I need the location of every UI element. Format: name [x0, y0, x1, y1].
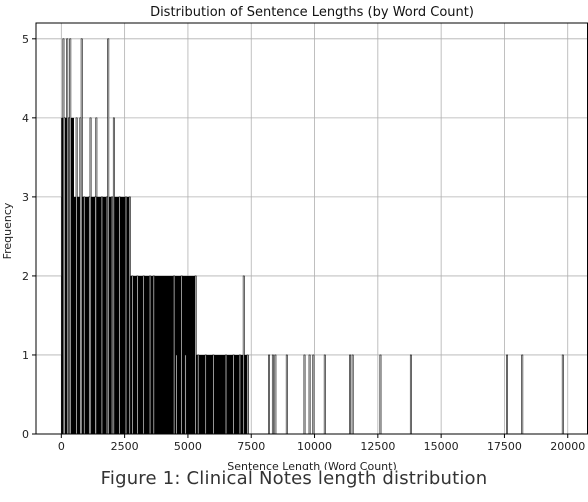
histogram-bar — [112, 117, 115, 435]
x-tick-label: 17500 — [487, 440, 522, 453]
x-tick-label: 15000 — [424, 440, 459, 453]
histogram-bar — [173, 275, 176, 435]
y-tick-label: 0 — [22, 428, 29, 441]
histogram-bar — [506, 354, 508, 435]
histogram-bar — [351, 354, 354, 435]
histogram-bar — [75, 117, 78, 435]
x-tick-label: 7500 — [237, 440, 265, 453]
histogram-bar — [312, 354, 315, 435]
histogram-bars — [62, 38, 564, 435]
y-tick-label: 2 — [22, 270, 29, 283]
histogram-bar — [274, 354, 277, 435]
histogram-bar — [379, 354, 382, 435]
histogram-bar — [94, 196, 97, 435]
histogram-bar — [271, 354, 274, 435]
y-axis-ticks: 0 1 2 3 4 5 — [22, 33, 36, 441]
y-tick-label: 3 — [22, 191, 29, 204]
histogram-bar — [149, 275, 151, 435]
histogram-bar — [79, 117, 82, 435]
histogram-bar — [409, 354, 412, 435]
histogram-bar — [106, 196, 108, 435]
histogram-bar — [125, 196, 127, 435]
histogram-bar — [128, 196, 131, 435]
histogram-chart: Distribution of Sentence Lengths (by Wor… — [1, 5, 588, 470]
histogram-bar — [242, 275, 245, 435]
chart-title: Distribution of Sentence Lengths (by Wor… — [150, 5, 474, 20]
histogram-bar — [101, 196, 103, 435]
histogram-bar — [175, 354, 178, 435]
histogram-bar — [212, 354, 215, 435]
histogram-bar — [131, 275, 134, 435]
histogram-bar — [303, 354, 306, 435]
histogram-bar — [152, 275, 155, 435]
x-tick-label: 5000 — [174, 440, 202, 453]
x-axis-label: Sentence Length (Word Count) — [227, 460, 397, 470]
histogram-bar — [246, 354, 249, 435]
x-tick-label: 20000 — [550, 440, 585, 453]
histogram-bar — [194, 275, 197, 435]
x-axis-ticks: 0 2500 5000 7500 10000 12500 15000 17500 20000 — [58, 434, 585, 453]
histogram-bar — [561, 354, 564, 435]
histogram-bar — [239, 354, 241, 435]
histogram-bar — [88, 196, 91, 435]
y-tick-label: 4 — [22, 112, 29, 125]
histogram-bar — [111, 196, 113, 435]
histogram-bar — [323, 354, 326, 435]
histogram-bar — [180, 275, 183, 435]
histogram-bar — [197, 354, 200, 435]
histogram-bar — [136, 275, 139, 435]
x-tick-label: 12500 — [360, 440, 395, 453]
y-tick-label: 1 — [22, 349, 29, 362]
x-tick-label: 10000 — [297, 440, 332, 453]
histogram-bar — [204, 354, 207, 435]
histogram-bar — [68, 117, 70, 435]
y-axis-label: Frequency — [1, 202, 14, 259]
histogram-bar — [232, 354, 235, 435]
histogram-bar — [118, 196, 121, 435]
histogram-bar — [268, 354, 270, 435]
histogram-bar — [184, 354, 187, 435]
y-tick-label: 5 — [22, 33, 29, 46]
histogram-bar — [66, 38, 69, 435]
histogram-bar — [142, 275, 145, 435]
figure-caption: Figure 1: Clinical Notes length distribu… — [100, 468, 488, 489]
x-tick-label: 2500 — [111, 440, 139, 453]
x-tick-label: 0 — [58, 440, 65, 453]
histogram-bar — [225, 354, 227, 435]
histogram-bar — [349, 354, 351, 435]
histogram-bar — [521, 354, 524, 435]
histogram-bar — [285, 354, 288, 435]
histogram-bar — [63, 117, 66, 435]
histogram-bar — [83, 196, 86, 435]
histogram-bar — [308, 354, 311, 435]
